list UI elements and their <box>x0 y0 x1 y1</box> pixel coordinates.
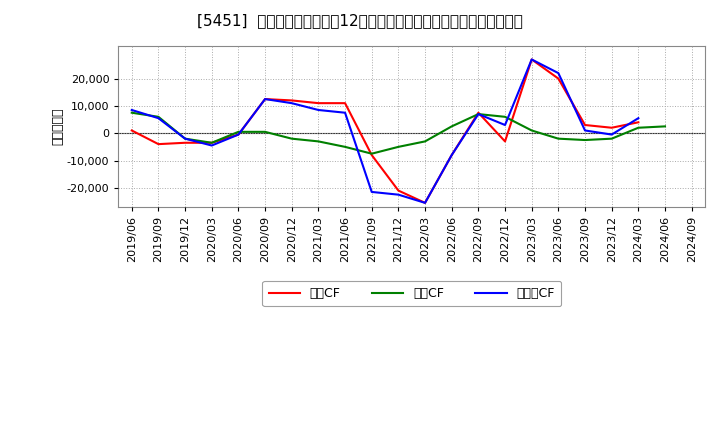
フリーCF <box>234 132 243 137</box>
営業CF <box>234 132 243 137</box>
投資CF <box>661 124 670 129</box>
営業CF <box>261 96 269 102</box>
投資CF <box>581 137 590 143</box>
営業CF <box>420 200 429 205</box>
フリーCF <box>341 110 349 115</box>
Legend: 営業CF, 投資CF, フリーCF: 営業CF, 投資CF, フリーCF <box>262 281 561 306</box>
営業CF <box>634 120 643 125</box>
投資CF <box>234 129 243 135</box>
Line: フリーCF: フリーCF <box>132 59 639 203</box>
フリーCF <box>608 132 616 137</box>
投資CF <box>500 114 509 119</box>
投資CF <box>474 111 482 117</box>
投資CF <box>181 136 189 141</box>
営業CF <box>367 152 376 158</box>
フリーCF <box>314 107 323 113</box>
営業CF <box>554 76 562 81</box>
営業CF <box>287 98 296 103</box>
フリーCF <box>527 57 536 62</box>
営業CF <box>394 188 402 193</box>
投資CF <box>314 139 323 144</box>
Text: [5451]  キャッシュフローの12か月移動合計の対前年同期増減額の推移: [5451] キャッシュフローの12か月移動合計の対前年同期増減額の推移 <box>197 13 523 28</box>
フリーCF <box>261 96 269 102</box>
営業CF <box>608 125 616 130</box>
フリーCF <box>554 70 562 76</box>
フリーCF <box>287 100 296 106</box>
フリーCF <box>474 111 482 117</box>
営業CF <box>500 139 509 144</box>
フリーCF <box>127 107 136 113</box>
営業CF <box>181 140 189 145</box>
フリーCF <box>581 128 590 133</box>
営業CF <box>314 100 323 106</box>
Line: 投資CF: 投資CF <box>132 113 665 154</box>
フリーCF <box>500 122 509 128</box>
営業CF <box>127 128 136 133</box>
Line: 営業CF: 営業CF <box>132 59 639 203</box>
フリーCF <box>367 189 376 194</box>
投資CF <box>127 110 136 115</box>
営業CF <box>341 100 349 106</box>
投資CF <box>420 139 429 144</box>
投資CF <box>207 140 216 145</box>
投資CF <box>367 151 376 156</box>
投資CF <box>447 124 456 129</box>
投資CF <box>341 144 349 150</box>
フリーCF <box>154 116 163 121</box>
営業CF <box>207 140 216 145</box>
フリーCF <box>394 192 402 197</box>
フリーCF <box>420 200 429 205</box>
営業CF <box>581 122 590 128</box>
フリーCF <box>181 136 189 141</box>
営業CF <box>527 57 536 62</box>
営業CF <box>474 110 482 115</box>
フリーCF <box>634 116 643 121</box>
投資CF <box>554 136 562 141</box>
フリーCF <box>447 152 456 158</box>
Y-axis label: （百万円）: （百万円） <box>51 108 64 145</box>
投資CF <box>527 128 536 133</box>
投資CF <box>261 129 269 135</box>
投資CF <box>154 114 163 119</box>
営業CF <box>154 142 163 147</box>
フリーCF <box>207 143 216 148</box>
投資CF <box>287 136 296 141</box>
投資CF <box>394 144 402 150</box>
営業CF <box>447 152 456 158</box>
投資CF <box>634 125 643 130</box>
投資CF <box>608 136 616 141</box>
